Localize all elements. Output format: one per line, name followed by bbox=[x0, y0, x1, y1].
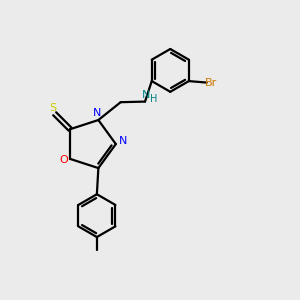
Text: Br: Br bbox=[205, 78, 217, 88]
Text: S: S bbox=[50, 103, 57, 113]
Text: N: N bbox=[119, 136, 128, 146]
Text: H: H bbox=[150, 94, 157, 104]
Text: N: N bbox=[142, 90, 150, 100]
Text: N: N bbox=[93, 109, 101, 118]
Text: O: O bbox=[59, 155, 68, 165]
